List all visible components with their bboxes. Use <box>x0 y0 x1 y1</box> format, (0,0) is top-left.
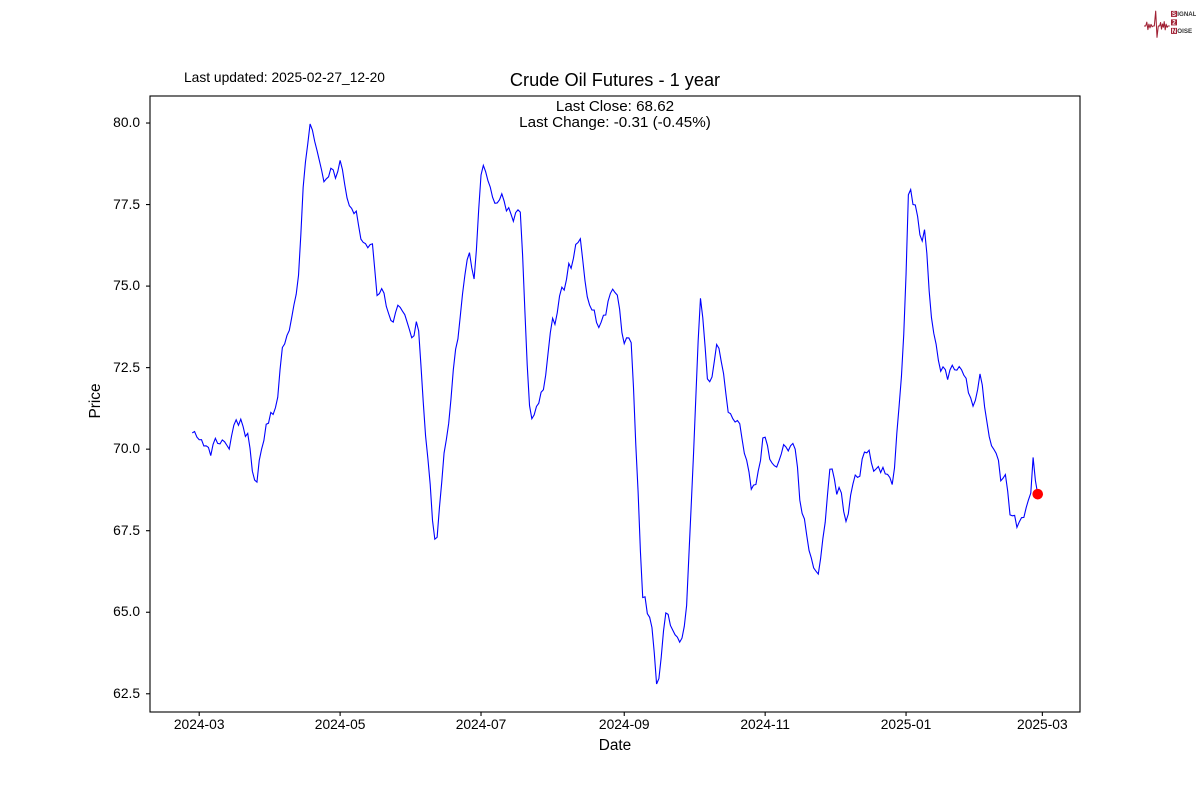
svg-text:S: S <box>1172 11 1176 18</box>
svg-text:IGNAL: IGNAL <box>1177 11 1196 18</box>
svg-text:OISE: OISE <box>1177 28 1192 35</box>
svg-text:N: N <box>1172 28 1177 35</box>
svg-text:2: 2 <box>1172 19 1176 26</box>
